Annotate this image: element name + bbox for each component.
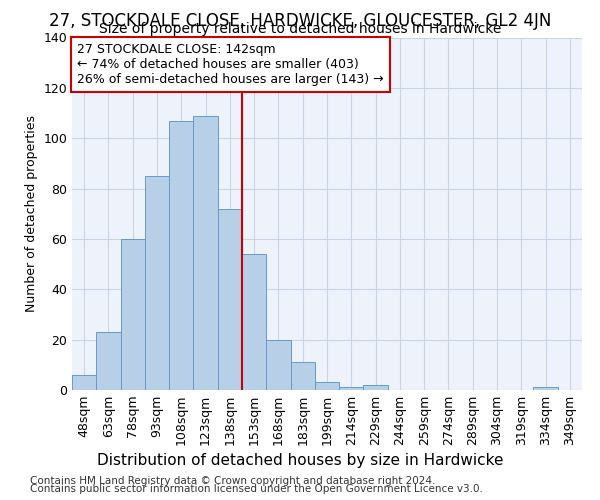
Bar: [290, 362, 315, 390]
Bar: [121, 239, 145, 390]
Bar: [533, 388, 558, 390]
Bar: [145, 176, 169, 390]
Bar: [169, 120, 193, 390]
Bar: [364, 385, 388, 390]
Bar: [218, 208, 242, 390]
Text: Contains HM Land Registry data © Crown copyright and database right 2024.: Contains HM Land Registry data © Crown c…: [30, 476, 436, 486]
Bar: [72, 375, 96, 390]
Text: Distribution of detached houses by size in Hardwicke: Distribution of detached houses by size …: [97, 452, 503, 468]
Text: Size of property relative to detached houses in Hardwicke: Size of property relative to detached ho…: [99, 22, 501, 36]
Y-axis label: Number of detached properties: Number of detached properties: [25, 116, 38, 312]
Bar: [266, 340, 290, 390]
Bar: [193, 116, 218, 390]
Bar: [339, 388, 364, 390]
Text: 27 STOCKDALE CLOSE: 142sqm
← 74% of detached houses are smaller (403)
26% of sem: 27 STOCKDALE CLOSE: 142sqm ← 74% of deta…: [77, 43, 384, 86]
Bar: [315, 382, 339, 390]
Text: 27, STOCKDALE CLOSE, HARDWICKE, GLOUCESTER, GL2 4JN: 27, STOCKDALE CLOSE, HARDWICKE, GLOUCEST…: [49, 12, 551, 30]
Bar: [96, 332, 121, 390]
Bar: [242, 254, 266, 390]
Text: Contains public sector information licensed under the Open Government Licence v3: Contains public sector information licen…: [30, 484, 483, 494]
